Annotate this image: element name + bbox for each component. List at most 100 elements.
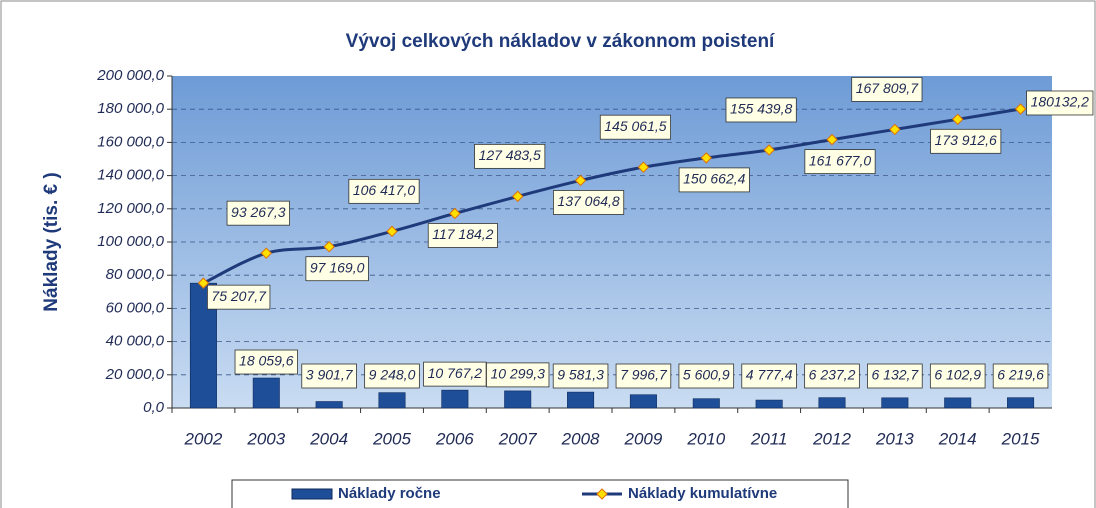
data-label: 180132,2 bbox=[1026, 90, 1094, 116]
data-label-text: 97 169,0 bbox=[310, 259, 365, 275]
data-label: 6 132,7 bbox=[867, 363, 923, 389]
x-tick-label: 2010 bbox=[686, 429, 725, 448]
x-tick-label: 2015 bbox=[1001, 429, 1040, 448]
data-label-text: 117 184,2 bbox=[432, 226, 493, 242]
bar bbox=[315, 401, 343, 409]
x-tick-label: 2009 bbox=[624, 429, 663, 448]
data-label-text: 93 267,3 bbox=[231, 204, 286, 220]
data-label-text: 161 677,0 bbox=[809, 152, 871, 168]
data-label-text: 3 901,7 bbox=[306, 367, 354, 383]
marker bbox=[637, 161, 650, 173]
data-label-text: 6 132,7 bbox=[871, 367, 919, 383]
data-label-box bbox=[553, 190, 625, 215]
data-label-text: 9 248,0 bbox=[369, 367, 416, 383]
legend-swatch bbox=[291, 488, 333, 500]
data-label-box bbox=[474, 143, 546, 169]
x-tick-label: 2008 bbox=[561, 429, 600, 448]
data-label: 173 912,6 bbox=[930, 128, 1002, 154]
marker bbox=[1014, 103, 1027, 115]
data-label-text: 173 912,6 bbox=[935, 132, 997, 148]
y-tick-label: 160 000,0 bbox=[97, 133, 164, 150]
data-label: 117 184,2 bbox=[427, 223, 498, 248]
y-tick-label: 180 000,0 bbox=[97, 100, 164, 117]
data-label-box bbox=[992, 363, 1049, 389]
data-label-text: 6 237,2 bbox=[809, 367, 856, 383]
x-tick-label: 2007 bbox=[498, 429, 537, 448]
legend-label: Náklady kumulatívne bbox=[628, 485, 777, 502]
bar bbox=[378, 392, 406, 409]
marker bbox=[574, 174, 587, 187]
bar bbox=[504, 390, 532, 409]
marker bbox=[512, 190, 524, 203]
marker bbox=[323, 240, 335, 253]
data-label-text: 75 207,7 bbox=[211, 288, 267, 304]
bar bbox=[881, 397, 909, 409]
bar bbox=[567, 391, 595, 409]
bar bbox=[1007, 397, 1035, 409]
data-label: 145 061,5 bbox=[599, 114, 671, 140]
data-label-text: 180132,2 bbox=[1031, 94, 1090, 110]
data-label-text: 4 777,4 bbox=[746, 367, 793, 383]
data-label-box bbox=[486, 362, 550, 388]
data-label-box bbox=[207, 284, 271, 310]
data-label-text: 7 996,7 bbox=[620, 367, 668, 383]
data-label: 167 809,7 bbox=[851, 77, 923, 102]
marker bbox=[889, 123, 901, 136]
legend-marker bbox=[596, 488, 608, 500]
marker bbox=[449, 207, 461, 220]
data-label: 3 901,7 bbox=[301, 363, 357, 389]
data-label: 106 417,0 bbox=[348, 178, 420, 204]
data-label-box bbox=[930, 128, 1002, 154]
data-label-box bbox=[804, 149, 876, 175]
marker bbox=[700, 152, 712, 164]
data-label-box bbox=[301, 363, 357, 389]
legend bbox=[231, 479, 849, 508]
data-label-box bbox=[364, 363, 420, 389]
x-tick-label: 2013 bbox=[875, 429, 914, 448]
data-label: 97 169,0 bbox=[305, 256, 369, 282]
marker bbox=[197, 277, 210, 289]
marker bbox=[260, 247, 272, 259]
x-tick-label: 2003 bbox=[246, 429, 285, 448]
data-label-text: 18 059,6 bbox=[239, 353, 294, 369]
data-label-text: 137 064,8 bbox=[557, 193, 619, 209]
data-label-box bbox=[1026, 90, 1094, 116]
data-label-text: 10 299,3 bbox=[490, 366, 545, 382]
data-label-box bbox=[804, 363, 860, 389]
data-label-box bbox=[678, 363, 735, 389]
data-label-text: 150 662,4 bbox=[683, 171, 745, 187]
chart-title: Vývoj celkových nákladov v zákonnom pois… bbox=[346, 31, 775, 52]
data-label-text: 127 483,5 bbox=[479, 147, 541, 163]
y-tick-label: 140 000,0 bbox=[97, 167, 164, 184]
y-tick-label: 100 000,0 bbox=[97, 233, 164, 250]
y-tick-label: 200 000,0 bbox=[96, 67, 164, 84]
data-label-text: 6 102,9 bbox=[934, 367, 981, 383]
data-label-box bbox=[427, 223, 498, 248]
marker bbox=[763, 144, 775, 156]
bar bbox=[818, 397, 846, 409]
data-label: 150 662,4 bbox=[678, 167, 750, 193]
data-label: 9 248,0 bbox=[364, 363, 420, 389]
data-label-text: 155 439,8 bbox=[730, 101, 792, 117]
data-label: 6 102,9 bbox=[929, 363, 986, 389]
data-label-text: 5 600,9 bbox=[683, 367, 730, 383]
data-label-text: 145 061,5 bbox=[604, 118, 666, 134]
data-label: 9 581,3 bbox=[552, 363, 609, 389]
data-label-box bbox=[741, 363, 797, 389]
y-tick-label: 80 000,0 bbox=[106, 266, 165, 283]
data-label: 18 059,6 bbox=[234, 349, 298, 375]
data-label: 137 064,8 bbox=[553, 190, 625, 215]
data-label-box bbox=[725, 97, 797, 123]
y-tick-label: 120 000,0 bbox=[97, 200, 164, 217]
data-label-box bbox=[599, 114, 671, 140]
data-label: 10 299,3 bbox=[486, 362, 550, 388]
data-label: 93 267,3 bbox=[226, 200, 290, 226]
data-label-box bbox=[929, 363, 986, 389]
bar bbox=[944, 397, 972, 409]
bar bbox=[252, 377, 280, 409]
x-tick-label: 2011 bbox=[750, 429, 788, 448]
y-tick-label: 60 000,0 bbox=[106, 299, 165, 316]
x-tick-label: 2006 bbox=[435, 429, 474, 448]
data-label: 7 996,7 bbox=[615, 363, 672, 389]
